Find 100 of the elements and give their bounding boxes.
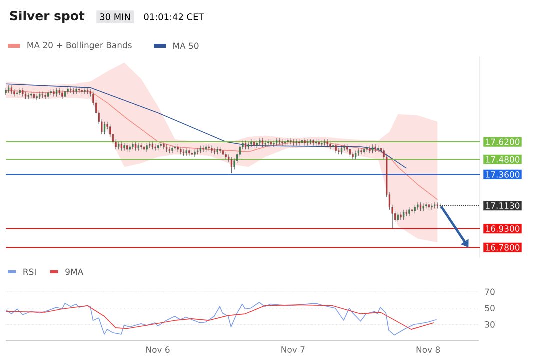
legend-label: MA 20 + Bollinger Bands <box>28 42 132 50</box>
candlestick <box>56 88 58 97</box>
candlestick <box>414 204 416 214</box>
candlestick <box>287 138 289 145</box>
candlestick <box>222 148 224 158</box>
candlestick <box>78 86 80 94</box>
candlestick <box>440 203 442 209</box>
candlestick <box>22 88 24 97</box>
candlestick <box>290 138 292 145</box>
candlestick <box>58 88 60 96</box>
candlestick <box>33 92 36 101</box>
candlestick <box>146 143 148 152</box>
candlestick <box>48 90 50 100</box>
candlestick <box>358 148 360 156</box>
candlestick <box>436 202 438 209</box>
candlestick <box>349 146 352 158</box>
candlestick <box>216 146 218 155</box>
x-tick-label: Nov 6 <box>146 346 170 354</box>
legend-label: 9MA <box>66 268 84 276</box>
candlestick <box>292 139 295 146</box>
candlestick <box>197 148 199 155</box>
candlestick <box>5 88 7 96</box>
candlestick <box>310 139 312 145</box>
candlestick <box>152 142 154 150</box>
y-tick-label: 16.7800 <box>486 244 520 251</box>
candlestick <box>206 144 208 152</box>
candlestick <box>172 146 174 154</box>
candlestick <box>202 146 204 152</box>
candlestick <box>70 86 72 94</box>
x-tick-label: Nov 7 <box>282 346 305 353</box>
candlestick <box>426 202 428 209</box>
candlestick <box>8 85 10 94</box>
candlestick <box>16 90 18 97</box>
candlestick <box>340 146 343 155</box>
candlestick <box>250 139 252 148</box>
chart-subtitle: 30 MIN <box>100 14 130 20</box>
x-tick-label: Nov 8 <box>416 346 440 354</box>
candlestick <box>200 146 202 154</box>
candlestick <box>24 92 27 100</box>
candlestick <box>188 148 190 156</box>
candlestick <box>180 146 182 155</box>
candlestick <box>132 142 134 150</box>
y-tick-label: 16.9300 <box>486 226 520 232</box>
candlestick <box>245 140 247 150</box>
candlestick <box>120 142 122 151</box>
candlestick <box>211 146 213 154</box>
text: 01:01:42 CET <box>144 14 204 20</box>
candlestick <box>168 146 170 154</box>
candlestick <box>64 89 66 100</box>
candlestick <box>76 86 78 94</box>
candlestick <box>149 142 151 148</box>
candlestick <box>278 138 280 145</box>
candlestick <box>364 146 366 155</box>
candlestick <box>284 139 286 146</box>
candlestick <box>298 139 300 146</box>
candlestick <box>344 144 346 151</box>
candlestick <box>304 138 306 146</box>
candlestick <box>355 150 357 160</box>
candlestick <box>253 139 256 148</box>
candlestick <box>177 144 179 152</box>
candlestick <box>296 139 298 146</box>
y-tick-label: 70 <box>485 288 495 296</box>
candlestick <box>194 149 196 158</box>
candlestick <box>220 146 222 154</box>
candlestick <box>134 142 137 151</box>
candlestick <box>186 148 188 156</box>
chart-title: Silver spot <box>10 10 85 24</box>
candlestick <box>230 156 233 174</box>
candlestick <box>248 142 250 150</box>
candlestick <box>408 207 410 216</box>
candlestick <box>326 139 328 148</box>
candlestick <box>417 202 419 210</box>
candlestick <box>400 212 402 220</box>
candlestick <box>50 89 52 96</box>
candlestick <box>360 148 362 155</box>
candlestick <box>10 85 12 94</box>
candlestick <box>140 143 142 150</box>
candlestick <box>124 143 126 151</box>
candlestick <box>434 202 436 209</box>
candlestick <box>30 92 32 98</box>
candlestick <box>420 202 422 212</box>
y-tick-label: 17.4800 <box>486 156 520 163</box>
candlestick <box>158 143 160 151</box>
candlestick <box>36 94 38 101</box>
candlestick <box>406 210 408 216</box>
y-tick-label: 50 <box>485 305 495 312</box>
legend-label: RSI <box>24 268 36 276</box>
candlestick <box>138 143 140 151</box>
candlestick <box>372 144 374 154</box>
candlestick <box>182 149 185 156</box>
candlestick <box>62 90 64 100</box>
candlestick <box>129 144 131 152</box>
candlestick <box>191 150 194 158</box>
y-tick-label: 17.1130 <box>486 202 520 209</box>
candlestick <box>397 212 399 223</box>
y-tick-label: 17.6200 <box>486 138 520 146</box>
candlestick <box>126 143 128 152</box>
candlestick <box>318 139 320 148</box>
candlestick <box>378 146 380 152</box>
y-tick-label: 30 <box>485 321 495 328</box>
